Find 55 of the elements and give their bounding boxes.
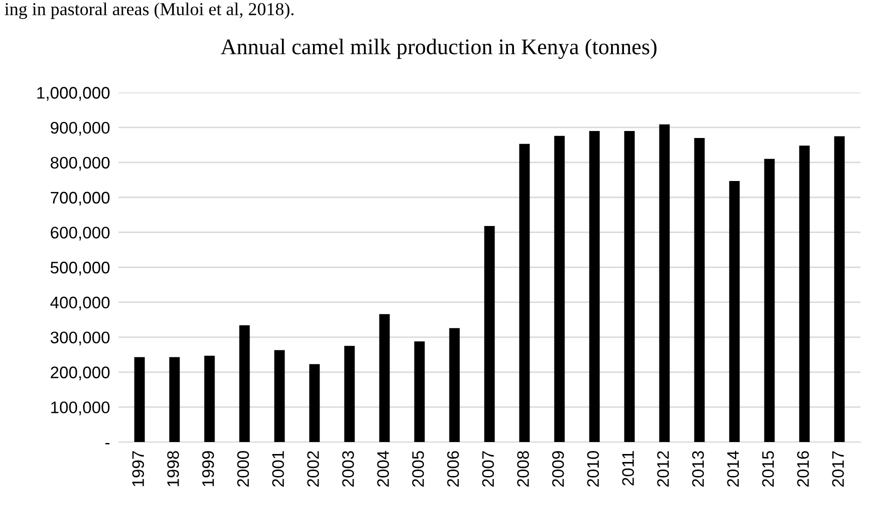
- x-tick-label: 1998: [167, 451, 179, 486]
- bar: [624, 130, 635, 442]
- bar: [379, 314, 390, 442]
- x-tick-label: 2011: [622, 451, 634, 486]
- y-tick-label: -: [105, 443, 110, 444]
- x-tick-label: 2006: [447, 451, 459, 487]
- bar: [799, 146, 810, 442]
- x-tick-label: 2003: [342, 451, 354, 487]
- bar: [554, 136, 565, 442]
- x-tick-label: 2009: [552, 451, 564, 487]
- bar: [414, 341, 425, 442]
- x-tick-label: 2005: [412, 451, 424, 487]
- y-tick-label: 500,000: [50, 262, 110, 276]
- x-tick-label: 2010: [587, 451, 599, 487]
- bar: [694, 138, 705, 442]
- x-tick-label: 2004: [377, 450, 389, 487]
- x-tick-label: 2015: [762, 451, 774, 487]
- x-tick-label: 2012: [657, 451, 669, 487]
- bar: [309, 364, 320, 442]
- y-tick-label: 700,000: [50, 192, 110, 206]
- bar: [729, 180, 740, 442]
- bar: [834, 136, 845, 442]
- y-tick-label: 1,000,000: [37, 86, 110, 101]
- bar: [659, 124, 670, 442]
- bar: [169, 357, 180, 442]
- x-tick-label: 2008: [517, 451, 529, 487]
- x-tick-label: 2013: [692, 451, 704, 487]
- bar: [204, 356, 215, 442]
- bar: [589, 130, 600, 442]
- bar: [134, 357, 145, 442]
- x-tick-label: 2000: [237, 451, 249, 487]
- text: ing in pastoral areas (Muloi et al, 2018).: [4, 2, 294, 19]
- y-tick-label: 800,000: [50, 156, 110, 171]
- bar: [344, 346, 355, 442]
- x-tick-label: 2016: [797, 451, 809, 487]
- x-tick-label: 2014: [727, 450, 739, 487]
- chart-title: Annual camel milk production in Kenya (tonnes): [220, 38, 656, 59]
- y-tick-label: 300,000: [50, 332, 110, 346]
- y-tick-label: 900,000: [50, 122, 110, 136]
- x-tick-label: 2001: [272, 451, 284, 487]
- x-tick-label: 1997: [132, 451, 144, 486]
- y-tick-label: 100,000: [51, 401, 110, 416]
- x-tick-label: 2002: [307, 451, 319, 487]
- bar: [519, 144, 530, 442]
- bar: [239, 325, 250, 442]
- y-tick-label: 400,000: [50, 296, 110, 310]
- bar: [764, 158, 775, 442]
- x-tick-label: 1999: [202, 451, 214, 486]
- x-tick-label: 2007: [482, 451, 494, 487]
- bar: [449, 328, 460, 442]
- y-tick-label: 600,000: [50, 226, 110, 240]
- y-tick-label: 200,000: [50, 366, 110, 380]
- x-tick-label: 2017: [832, 451, 844, 487]
- bar: [274, 350, 285, 442]
- bar: [484, 226, 495, 442]
